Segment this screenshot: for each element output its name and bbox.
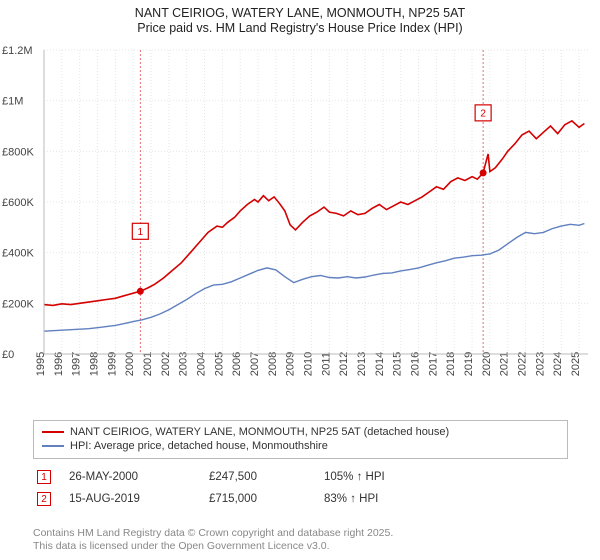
svg-text:2015: 2015 [392,352,404,376]
svg-text:1995: 1995 [35,352,47,376]
svg-text:2020: 2020 [481,352,493,376]
transaction-badge: 1 [37,470,51,484]
svg-text:£600K: £600K [2,197,34,209]
svg-text:2018: 2018 [445,352,457,376]
svg-text:2021: 2021 [499,352,511,376]
transactions-table: 1 26-MAY-2000 £247,500 105% ↑ HPI 2 15-A… [33,466,568,510]
svg-text:2025: 2025 [570,352,582,376]
footnote-line-2: This data is licensed under the Open Gov… [33,540,393,554]
svg-text:2005: 2005 [213,352,225,376]
svg-text:1998: 1998 [89,352,101,376]
legend-label: NANT CEIRIOG, WATERY LANE, MONMOUTH, NP2… [70,426,449,438]
chart-area: £0 £200K £400K £600K £800K £1M £1.2M 1995 1996 19… [0,42,600,412]
svg-text:2001: 2001 [142,352,154,376]
svg-text:1999: 1999 [106,352,118,376]
svg-text:£400K: £400K [2,248,34,260]
transaction-date: 15-AUG-2019 [69,493,209,505]
transaction-pct: 105% ↑ HPI [324,471,444,483]
svg-text:£1M: £1M [2,96,23,108]
svg-text:£1.2M: £1.2M [2,45,33,57]
svg-text:2016: 2016 [410,352,422,376]
legend-label: HPI: Average price, detached house, Monm… [70,440,328,452]
svg-text:2010: 2010 [303,352,315,376]
svg-text:1997: 1997 [71,352,83,376]
svg-text:2007: 2007 [249,352,261,376]
transaction-badge: 2 [37,492,51,506]
transaction-pct: 83% ↑ HPI [324,493,444,505]
legend: NANT CEIRIOG, WATERY LANE, MONMOUTH, NP2… [33,420,568,459]
svg-text:2024: 2024 [552,352,564,376]
svg-text:2006: 2006 [231,352,243,376]
legend-item-hpi: HPI: Average price, detached house, Monm… [42,439,559,453]
svg-text:2019: 2019 [463,352,475,376]
svg-text:2: 2 [480,108,486,119]
svg-text:2004: 2004 [196,352,208,376]
svg-text:2008: 2008 [267,352,279,376]
svg-text:2014: 2014 [374,352,386,376]
svg-text:1996: 1996 [53,352,65,376]
svg-text:2002: 2002 [160,352,172,376]
title-line-1: NANT CEIRIOG, WATERY LANE, MONMOUTH, NP2… [0,6,600,20]
svg-text:2000: 2000 [124,352,136,376]
svg-text:2012: 2012 [338,352,350,376]
svg-text:2011: 2011 [320,352,332,376]
transaction-date: 26-MAY-2000 [69,471,209,483]
svg-text:2009: 2009 [285,352,297,376]
transaction-row: 2 15-AUG-2019 £715,000 83% ↑ HPI [33,488,568,510]
svg-text:2003: 2003 [178,352,190,376]
chart-title-block: NANT CEIRIOG, WATERY LANE, MONMOUTH, NP2… [0,0,600,35]
svg-text:2013: 2013 [356,352,368,376]
title-line-2: Price paid vs. HM Land Registry's House … [0,21,600,35]
svg-text:£0: £0 [2,349,14,361]
svg-text:1: 1 [138,227,144,238]
svg-text:£200K: £200K [2,298,34,310]
chart-svg: £0 £200K £400K £600K £800K £1M £1.2M 1995 1996 19… [0,42,600,412]
svg-text:2022: 2022 [517,352,529,376]
svg-text:2017: 2017 [427,352,439,376]
footnote: Contains HM Land Registry data © Crown c… [33,527,393,554]
transaction-price: £715,000 [209,493,324,505]
transaction-row: 1 26-MAY-2000 £247,500 105% ↑ HPI [33,466,568,488]
svg-text:2023: 2023 [534,352,546,376]
svg-text:£800K: £800K [2,146,34,158]
legend-swatch-red [42,431,64,433]
legend-item-price-paid: NANT CEIRIOG, WATERY LANE, MONMOUTH, NP2… [42,425,559,439]
footnote-line-1: Contains HM Land Registry data © Crown c… [33,527,393,541]
transaction-price: £247,500 [209,471,324,483]
legend-swatch-blue [42,445,64,447]
